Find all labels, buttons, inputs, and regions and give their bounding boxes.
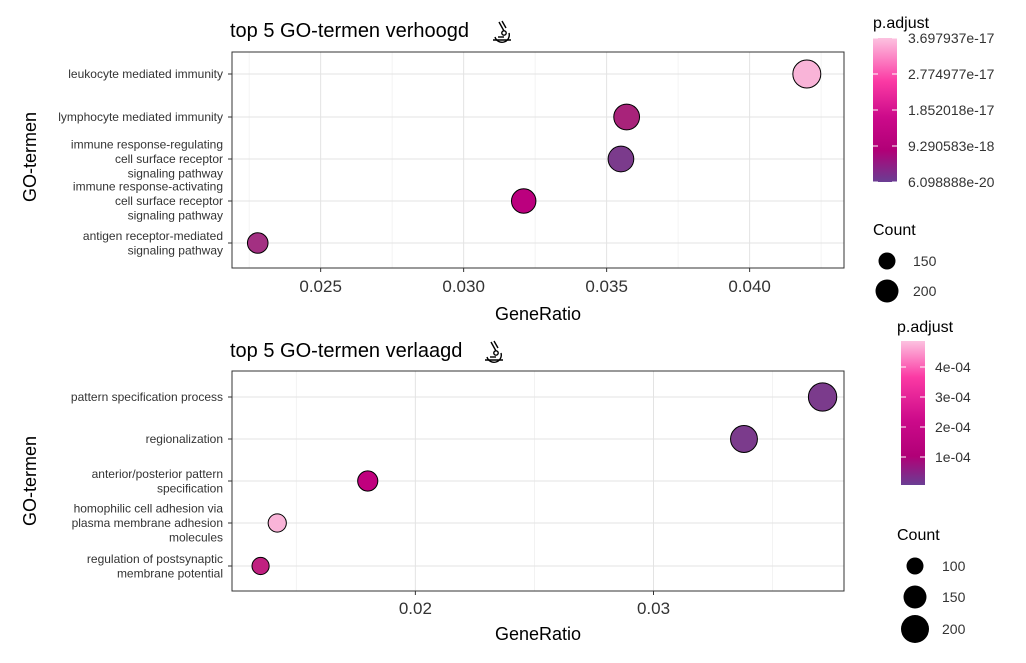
x-tick-label: 0.040 xyxy=(728,277,771,296)
size-legend-dot xyxy=(878,252,896,270)
x-tick-label: 0.02 xyxy=(399,599,432,618)
panel-top: top 5 GO-termen verhoogd GO-termen leuko… xyxy=(20,15,995,324)
y-tick-label: immune response-activating cell surface r… xyxy=(73,180,223,223)
x-tick-label: 0.030 xyxy=(442,277,485,296)
size-legend-label: 200 xyxy=(942,621,966,637)
color-legend: p.adjust 3.697937e-17 2.774977e-17 1.85201… xyxy=(873,15,995,190)
data-point xyxy=(613,103,641,131)
size-legend-title: Count xyxy=(897,527,940,544)
color-legend-label: 9.290583e-18 xyxy=(908,138,995,154)
plot-border xyxy=(231,51,845,269)
data-point xyxy=(792,59,822,89)
color-legend-labels: 4e-04 3e-04 2e-04 1e-04 xyxy=(901,359,971,465)
color-legend-label: 3e-04 xyxy=(935,389,971,405)
plot-area xyxy=(232,52,844,268)
size-legend-dot xyxy=(903,585,927,609)
x-tick-label: 0.03 xyxy=(637,599,670,618)
size-legend-label: 200 xyxy=(913,283,937,299)
y-axis-label: GO-termen xyxy=(20,436,40,526)
x-tick-label: 0.025 xyxy=(299,277,342,296)
size-legend-label: 100 xyxy=(942,558,966,574)
y-tick-label: lymphocyte mediated immunity xyxy=(58,110,223,124)
color-legend-label: 6.098888e-20 xyxy=(908,174,995,190)
y-tick-label: pattern specification process xyxy=(71,390,223,404)
y-tick-label: regionalization xyxy=(146,432,223,446)
chart-title: top 5 GO-termen verlaagd xyxy=(230,340,462,362)
size-legend-dot xyxy=(906,557,924,575)
panel-bottom: top 5 GO-termen verlaagd GO-termen patte… xyxy=(20,319,971,644)
size-legend-label: 150 xyxy=(942,589,966,605)
color-legend-label: 1.852018e-17 xyxy=(908,102,995,118)
size-legend-items: 100 150 200 xyxy=(901,557,966,643)
size-legend: Count 150 200 xyxy=(873,222,937,303)
data-point xyxy=(251,556,270,576)
y-tick-label: homophilic cell adhesion via plasma membr… xyxy=(72,502,224,545)
color-legend-label: 4e-04 xyxy=(935,359,971,375)
y-tick-labels: pattern specification process regionaliza… xyxy=(71,390,232,580)
data-point xyxy=(730,425,758,453)
size-legend-label: 150 xyxy=(913,253,937,269)
microscope-icon xyxy=(493,20,511,43)
color-legend-labels: 3.697937e-17 2.774977e-17 1.852018e-17 9.29… xyxy=(873,30,995,190)
size-legend-dot xyxy=(901,615,929,643)
size-legend-title: Count xyxy=(873,222,916,239)
data-point xyxy=(607,145,635,173)
x-axis-label: GeneRatio xyxy=(495,624,581,644)
data-point xyxy=(510,188,537,214)
x-tick-labels: 0.025 0.030 0.035 0.040 xyxy=(299,268,771,296)
size-legend-items: 150 200 xyxy=(875,252,937,303)
data-points xyxy=(246,59,822,254)
y-tick-label: regulation of postsynaptic membrane poten… xyxy=(87,552,223,581)
microscope-icon xyxy=(485,340,503,363)
color-legend-label: 3.697937e-17 xyxy=(908,30,995,46)
gridlines xyxy=(232,52,844,268)
data-point xyxy=(267,513,287,533)
color-legend-label: 2.774977e-17 xyxy=(908,66,995,82)
color-legend: p.adjust 4e-04 3e-04 2e-04 1e-04 xyxy=(897,319,971,485)
x-tick-label: 0.035 xyxy=(585,277,628,296)
chart-title: top 5 GO-termen verhoogd xyxy=(230,20,469,42)
size-legend-dot xyxy=(875,279,899,303)
color-bar xyxy=(901,341,925,485)
x-axis-label: GeneRatio xyxy=(495,304,581,324)
size-legend: Count 100 150 200 xyxy=(897,527,966,643)
data-points xyxy=(251,382,838,576)
y-tick-label: anterior/posterior pattern specification xyxy=(92,467,223,496)
data-point xyxy=(246,232,269,254)
y-tick-labels: leukocyte mediated immunity lymphocyte me… xyxy=(58,67,232,257)
color-legend-label: 2e-04 xyxy=(935,419,971,435)
y-tick-label: antigen receptor-mediated signaling pathw… xyxy=(83,229,223,258)
y-tick-label: immune response-regulating cell surface r… xyxy=(71,138,223,181)
color-legend-title: p.adjust xyxy=(873,15,930,32)
y-tick-label: leukocyte mediated immunity xyxy=(68,67,223,81)
y-axis-label: GO-termen xyxy=(20,112,40,202)
data-point xyxy=(357,470,379,492)
x-tick-labels: 0.02 0.03 xyxy=(399,591,670,618)
color-legend-title: p.adjust xyxy=(897,319,954,336)
color-legend-label: 1e-04 xyxy=(935,449,971,465)
data-point xyxy=(807,382,838,412)
